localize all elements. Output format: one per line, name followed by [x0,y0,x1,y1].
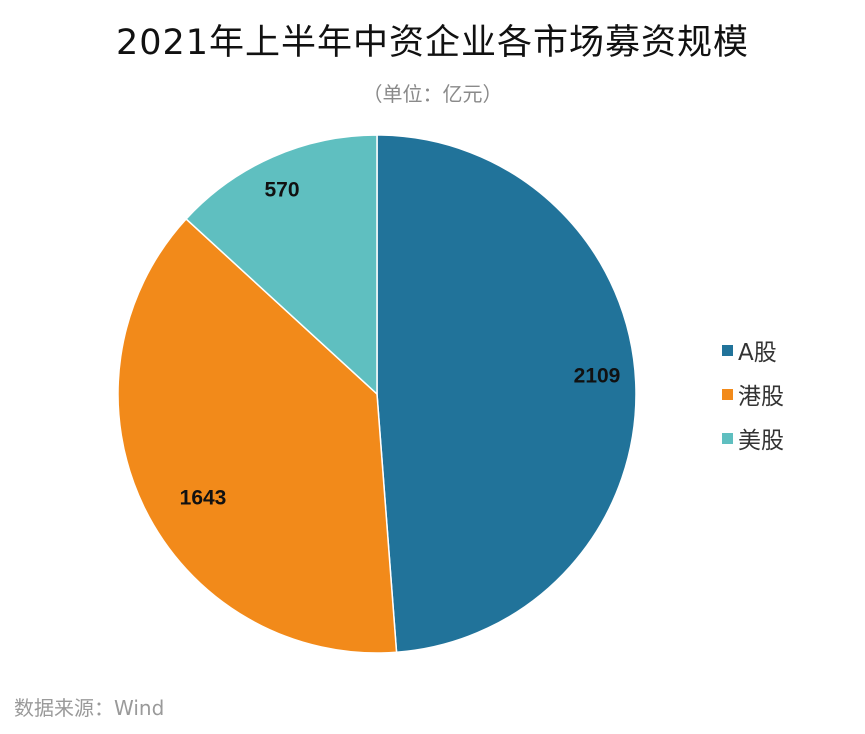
pie-slices [117,134,637,654]
pie-data-label-2: 1643 [180,487,227,510]
pie-slice-3 [185,134,378,395]
chart-legend: A股港股美股 [722,328,784,460]
legend-swatch [722,344,733,356]
legend-item-2: 港股 [722,372,784,416]
data-source-note: 数据来源：Wind [14,696,165,720]
legend-label: 港股 [738,384,784,410]
pie-data-label-1: 2109 [574,365,621,388]
pie-data-label-3: 570 [264,179,299,202]
chart-subtitle: （单位：亿元） [362,82,503,106]
chart-title: 2021年上半年中资企业各市场募资规模 [115,23,750,63]
legend-swatch [722,388,733,400]
pie-slice-2 [117,218,398,654]
legend-item-3: 美股 [722,416,784,460]
legend-swatch [722,432,733,444]
pie-slice-1 [376,134,637,654]
legend-item-1: A股 [722,328,784,372]
pie-data-labels: 2109 1643 570 [180,179,621,510]
legend-label: A股 [738,340,777,366]
legend-label: 美股 [738,428,784,454]
